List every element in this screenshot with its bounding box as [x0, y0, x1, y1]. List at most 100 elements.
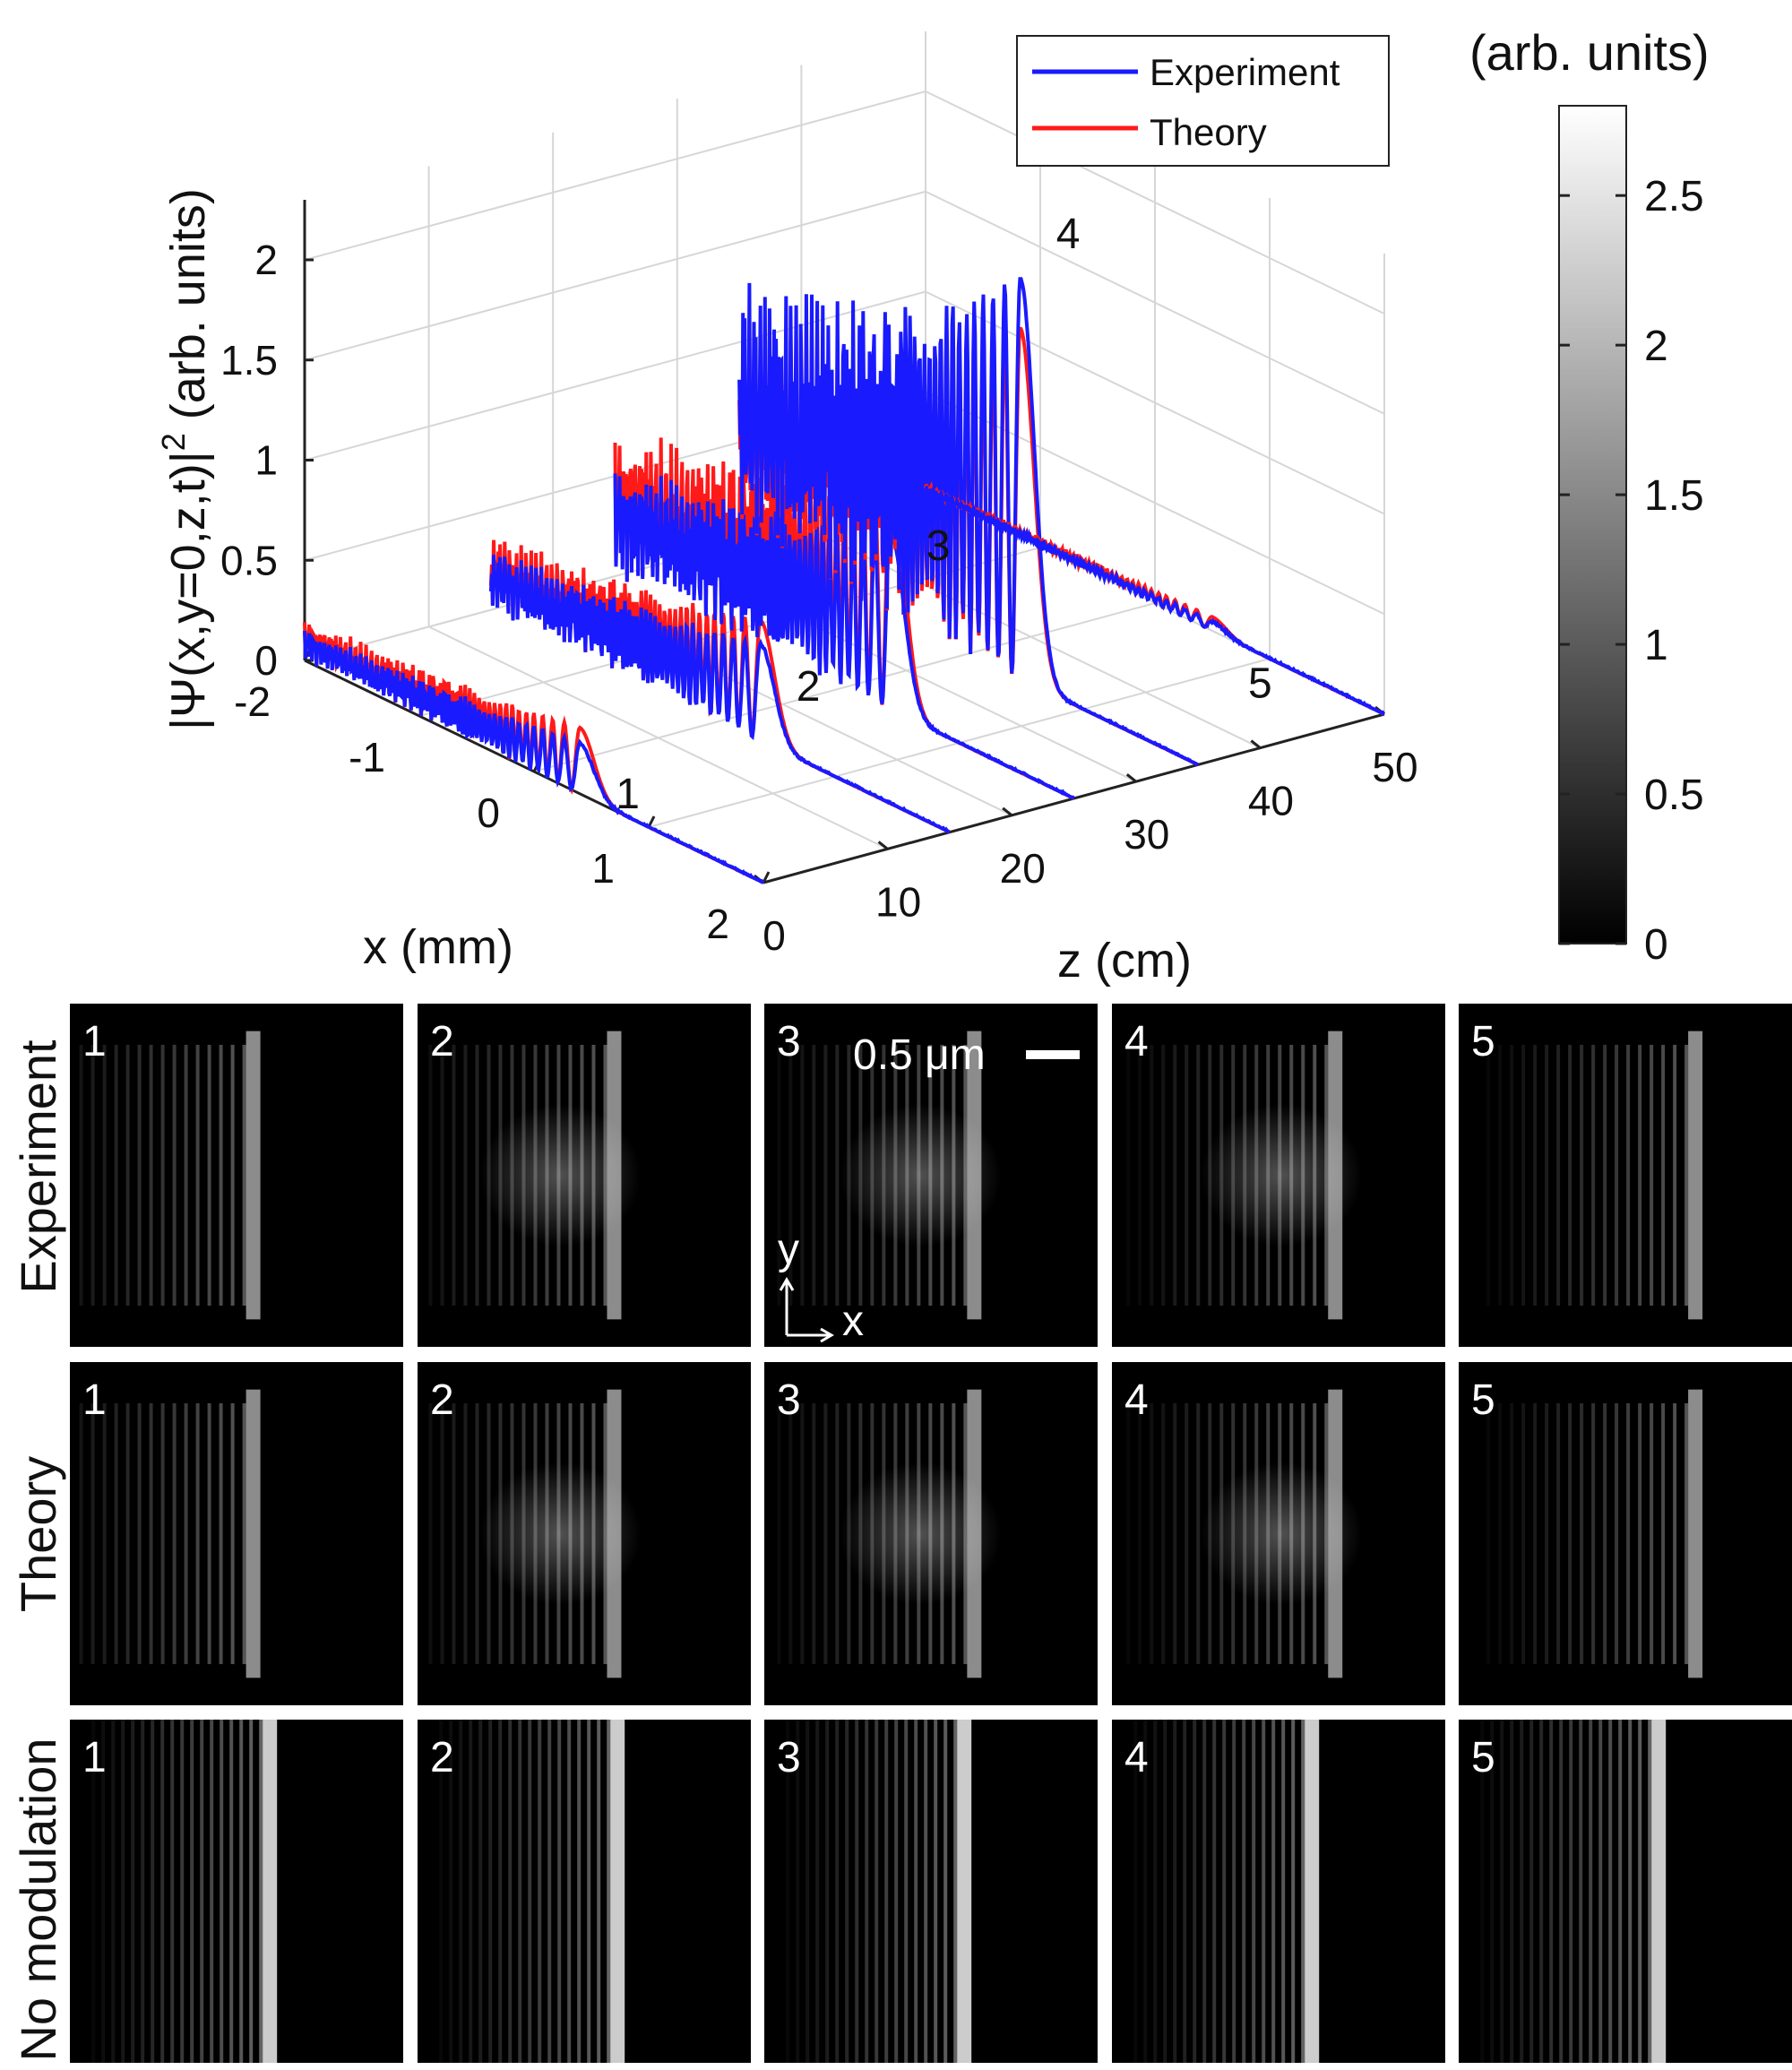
fringe — [1556, 1044, 1561, 1307]
bright-band — [246, 1031, 261, 1320]
row-label-no-modulation: No modulation — [10, 1738, 66, 2061]
fringe — [607, 1720, 611, 2063]
fringe — [1615, 1402, 1619, 1665]
fringe — [1291, 1720, 1296, 2063]
fringe — [1579, 1720, 1583, 2063]
fringe — [242, 1044, 246, 1307]
panel-number: 1 — [82, 1734, 107, 1781]
fringe — [1232, 1720, 1236, 2063]
fringe — [528, 1720, 532, 2063]
fringe — [1661, 1402, 1666, 1665]
panel-background — [764, 1720, 1098, 2063]
fringe — [131, 1720, 135, 2063]
image-panel: 2 — [418, 1004, 751, 1347]
fringe — [1559, 1720, 1564, 2063]
fringe — [79, 1402, 83, 1665]
fringe — [943, 1720, 948, 2063]
fringe — [137, 1402, 142, 1665]
fringe — [1529, 1720, 1534, 2063]
panel-number: 3 — [777, 1018, 801, 1065]
fringe — [823, 1044, 828, 1307]
y-axis-label: z (cm) — [1057, 934, 1192, 988]
z-tick-label: 1 — [254, 437, 278, 484]
fringe — [452, 1044, 456, 1307]
fringe — [823, 1402, 828, 1665]
fringe — [219, 1402, 223, 1665]
fringe — [1520, 1720, 1524, 2063]
fringe — [1150, 1044, 1154, 1307]
fringe — [90, 1044, 95, 1307]
fringe — [160, 1044, 165, 1307]
panel-number: 1 — [82, 1018, 107, 1065]
fringe — [1281, 1720, 1286, 2063]
lattice-spot — [479, 1103, 642, 1247]
fringe — [1173, 1402, 1177, 1665]
fringe — [812, 1044, 816, 1307]
fringe — [924, 1720, 928, 2063]
fringe — [1628, 1720, 1633, 2063]
fringe — [1545, 1402, 1549, 1665]
fringe — [1498, 1402, 1503, 1665]
curves — [303, 277, 1385, 884]
fringe — [137, 1044, 142, 1307]
fringe — [1510, 1044, 1514, 1307]
fringe — [1183, 1720, 1187, 2063]
fringe — [825, 1720, 830, 2063]
fringe — [845, 1720, 849, 2063]
fringe — [1486, 1045, 1490, 1306]
fringe — [180, 1720, 185, 2063]
fringe — [101, 1720, 106, 2063]
fringe — [1222, 1720, 1227, 2063]
inset-x-arrow — [820, 1327, 834, 1343]
fringe — [200, 1720, 204, 2063]
panel-background — [70, 1720, 403, 2063]
fringe — [1638, 1720, 1642, 2063]
fringe — [557, 1720, 562, 2063]
fringe — [1638, 1402, 1642, 1665]
fringe — [953, 1720, 958, 2063]
fringe — [170, 1720, 175, 2063]
fringe — [1615, 1044, 1619, 1307]
fringe — [1591, 1402, 1596, 1665]
panel-number: 4 — [1124, 1734, 1149, 1781]
fringe — [210, 1720, 214, 2063]
fringe — [1638, 1044, 1642, 1307]
slice-label: 4 — [1056, 211, 1081, 258]
z-tick-label: 2 — [254, 237, 278, 283]
legend-box — [1016, 35, 1390, 167]
grid-line — [925, 190, 1385, 415]
fringe — [788, 1044, 793, 1307]
fringe — [800, 1402, 805, 1665]
fringe — [114, 1044, 118, 1307]
fringe — [1626, 1044, 1631, 1307]
inset-y-label: y — [778, 1226, 799, 1273]
fringe — [125, 1402, 130, 1665]
fringe — [1568, 1044, 1572, 1307]
lattice-spot — [1201, 1462, 1363, 1606]
z-axis-label: |Ψ(x,y=0,z,t)|2 (arb. units) — [155, 188, 215, 730]
fringe — [463, 1044, 468, 1307]
y-tick-label: 20 — [1000, 845, 1046, 892]
fringe — [160, 1402, 165, 1665]
image-panel: 4 — [1112, 1004, 1445, 1347]
y-tick-label: 0 — [762, 912, 786, 959]
slice-label: 3 — [926, 522, 951, 570]
fringe — [865, 1720, 869, 2063]
fringe — [1161, 1044, 1166, 1307]
fringe — [1262, 1720, 1266, 2063]
inset-y-arrow — [779, 1277, 795, 1291]
z-tick-label: 1.5 — [220, 337, 278, 384]
fringe — [1539, 1720, 1544, 2063]
fringe — [894, 1720, 899, 2063]
fringe — [172, 1044, 177, 1307]
fringe — [1510, 1720, 1514, 2063]
fringe — [815, 1720, 820, 2063]
fringe — [1598, 1720, 1603, 2063]
panel-background — [1459, 1362, 1792, 1705]
lattice-spot — [840, 1103, 1002, 1247]
fringe — [160, 1720, 165, 2063]
fringe — [184, 1402, 188, 1665]
fringe — [1202, 1720, 1207, 2063]
panel-number: 4 — [1124, 1018, 1149, 1065]
fringe — [1684, 1402, 1689, 1665]
